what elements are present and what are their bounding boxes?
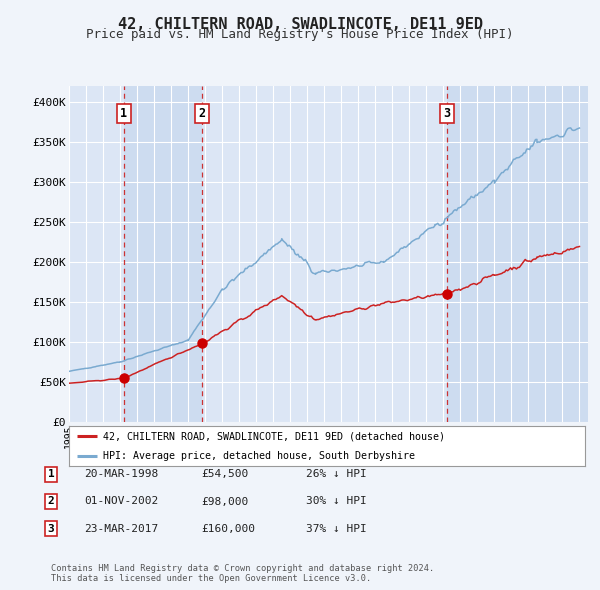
Text: 30% ↓ HPI: 30% ↓ HPI: [306, 497, 367, 506]
Text: 01-NOV-2002: 01-NOV-2002: [84, 497, 158, 506]
Text: 26% ↓ HPI: 26% ↓ HPI: [306, 470, 367, 479]
Text: Price paid vs. HM Land Registry's House Price Index (HPI): Price paid vs. HM Land Registry's House …: [86, 28, 514, 41]
Text: 3: 3: [443, 107, 451, 120]
Text: 1: 1: [47, 470, 55, 479]
Text: 23-MAR-2017: 23-MAR-2017: [84, 524, 158, 533]
Bar: [124, 86, 202, 422]
Text: £160,000: £160,000: [201, 524, 255, 533]
Text: 1: 1: [120, 107, 127, 120]
Text: 42, CHILTERN ROAD, SWADLINCOTE, DE11 9ED (detached house): 42, CHILTERN ROAD, SWADLINCOTE, DE11 9ED…: [103, 431, 445, 441]
Text: 3: 3: [47, 524, 55, 533]
Text: Contains HM Land Registry data © Crown copyright and database right 2024.
This d: Contains HM Land Registry data © Crown c…: [51, 563, 434, 583]
Text: HPI: Average price, detached house, South Derbyshire: HPI: Average price, detached house, Sout…: [103, 451, 415, 461]
Bar: [447, 86, 588, 422]
Text: 2: 2: [199, 107, 206, 120]
Text: £54,500: £54,500: [201, 470, 248, 479]
Text: 20-MAR-1998: 20-MAR-1998: [84, 470, 158, 479]
Text: 37% ↓ HPI: 37% ↓ HPI: [306, 524, 367, 533]
Text: 2: 2: [47, 497, 55, 506]
Text: 42, CHILTERN ROAD, SWADLINCOTE, DE11 9ED: 42, CHILTERN ROAD, SWADLINCOTE, DE11 9ED: [118, 17, 482, 31]
Text: £98,000: £98,000: [201, 497, 248, 506]
